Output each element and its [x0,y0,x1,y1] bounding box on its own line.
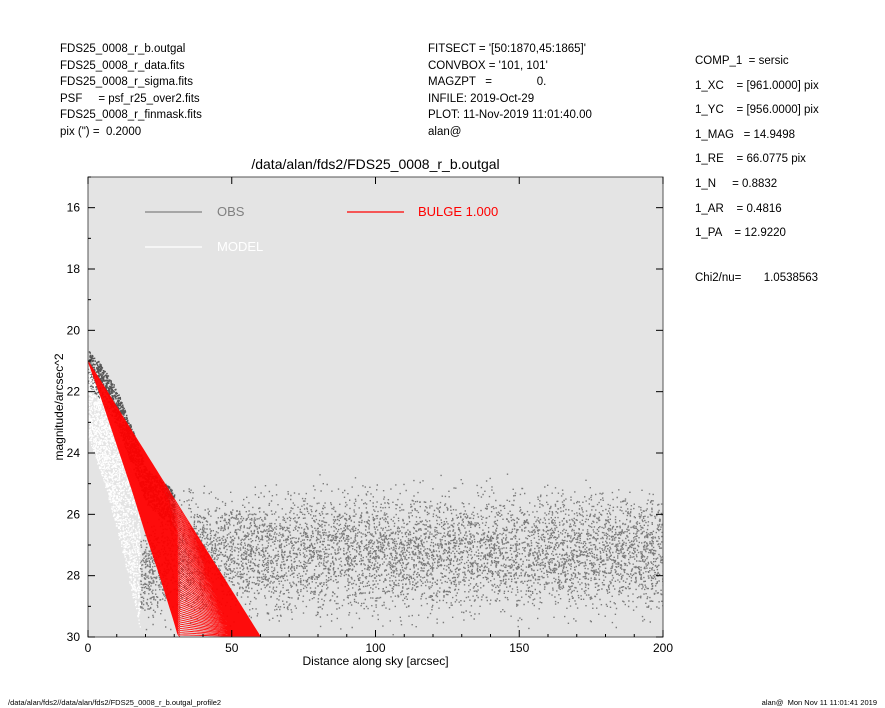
y-tick-label: 28 [67,569,81,583]
x-axis-label: Distance along sky [arcsec] [302,654,448,668]
footer-timestamp: alan@ Mon Nov 11 11:01:41 2019 [761,698,877,707]
obs-points [139,473,663,636]
header-left-line-3: PSF = psf_r25_over2.fits [60,92,200,105]
bulge-lines [88,360,266,637]
x-tick-label: 200 [653,641,673,655]
x-tick-label: 50 [225,641,239,655]
header-right-line-3: 1_MAG = 14.9498 [695,128,796,141]
header-mid-line-5: alan@ [428,125,462,138]
header-mid-line-2: MAGZPT = 0. [428,76,547,89]
model-series [88,363,141,628]
bulge-series [88,360,266,637]
header-left-line-5: pix (") = 0.2000 [60,125,142,138]
header-right-line-1: 1_XC = [961.0000] pix [695,79,819,92]
legend-label-0: OBS [217,204,245,219]
header-left-block: FDS25_0008_r_b.outgal FDS25_0008_r_data.f… [60,41,202,141]
x-tick-label: 0 [85,641,92,655]
header-right-line-0: COMP_1 = sersic [695,55,789,67]
chi2-readout: Chi2/nu= 1.0538563 [695,272,819,284]
header-left-line-0: FDS25_0008_r_b.outgal [60,43,186,55]
legend-label-2: BULGE 1.000 [418,204,498,219]
header-mid-line-3: INFILE: 2019-Oct-29 [428,92,535,105]
header-right-line-2: 1_YC = [956.0000] pix [695,104,819,117]
header-left-line-4: FDS25_0008_r_finmask.fits [60,109,202,122]
header-mid-line-0: FITSECT = '[50:1870,45:1865]' [428,43,586,55]
x-tick-label: 150 [509,641,529,655]
footer-file-path: /data/alan/fds2//data/alan/fds2/FDS25_00… [8,698,222,707]
header-left-line-2: FDS25_0008_r_sigma.fits [60,76,193,89]
header-middle-block: FITSECT = '[50:1870,45:1865]' CONVBOX = '… [428,41,592,141]
legend-label-1: MODEL [217,239,263,254]
y-tick-label: 22 [67,385,81,399]
header-left-line-1: FDS25_0008_r_data.fits [60,59,185,72]
header-right-line-6: 1_AR = 0.4816 [695,202,782,215]
y-axis-label: magnitude/arcsec^2 [52,353,66,460]
header-right-line-7: 1_PA = 12.9220 [695,227,786,240]
y-tick-label: 30 [67,630,81,644]
header-mid-line-4: PLOT: 11-Nov-2019 11:01:40.00 [428,109,592,122]
header-right-line-4: 1_RE = 66.0775 pix [695,153,806,166]
y-tick-label: 18 [67,262,81,276]
y-tick-label: 16 [67,201,81,215]
y-tick-label: 24 [67,446,81,460]
x-tick-label: 100 [365,641,385,655]
chart-title: /data/alan/fds2/FDS25_0008_r_b.outgal [251,156,500,172]
header-mid-line-1: CONVBOX = '101, 101' [428,59,548,72]
y-tick-label: 20 [67,323,81,337]
data-layer [88,351,663,637]
header-right-line-5: 1_N = 0.8832 [695,177,778,190]
header-right-block: COMP_1 = sersic 1_XC = [961.0000] pix 1_YC… [695,49,819,246]
y-tick-label: 26 [67,507,81,521]
